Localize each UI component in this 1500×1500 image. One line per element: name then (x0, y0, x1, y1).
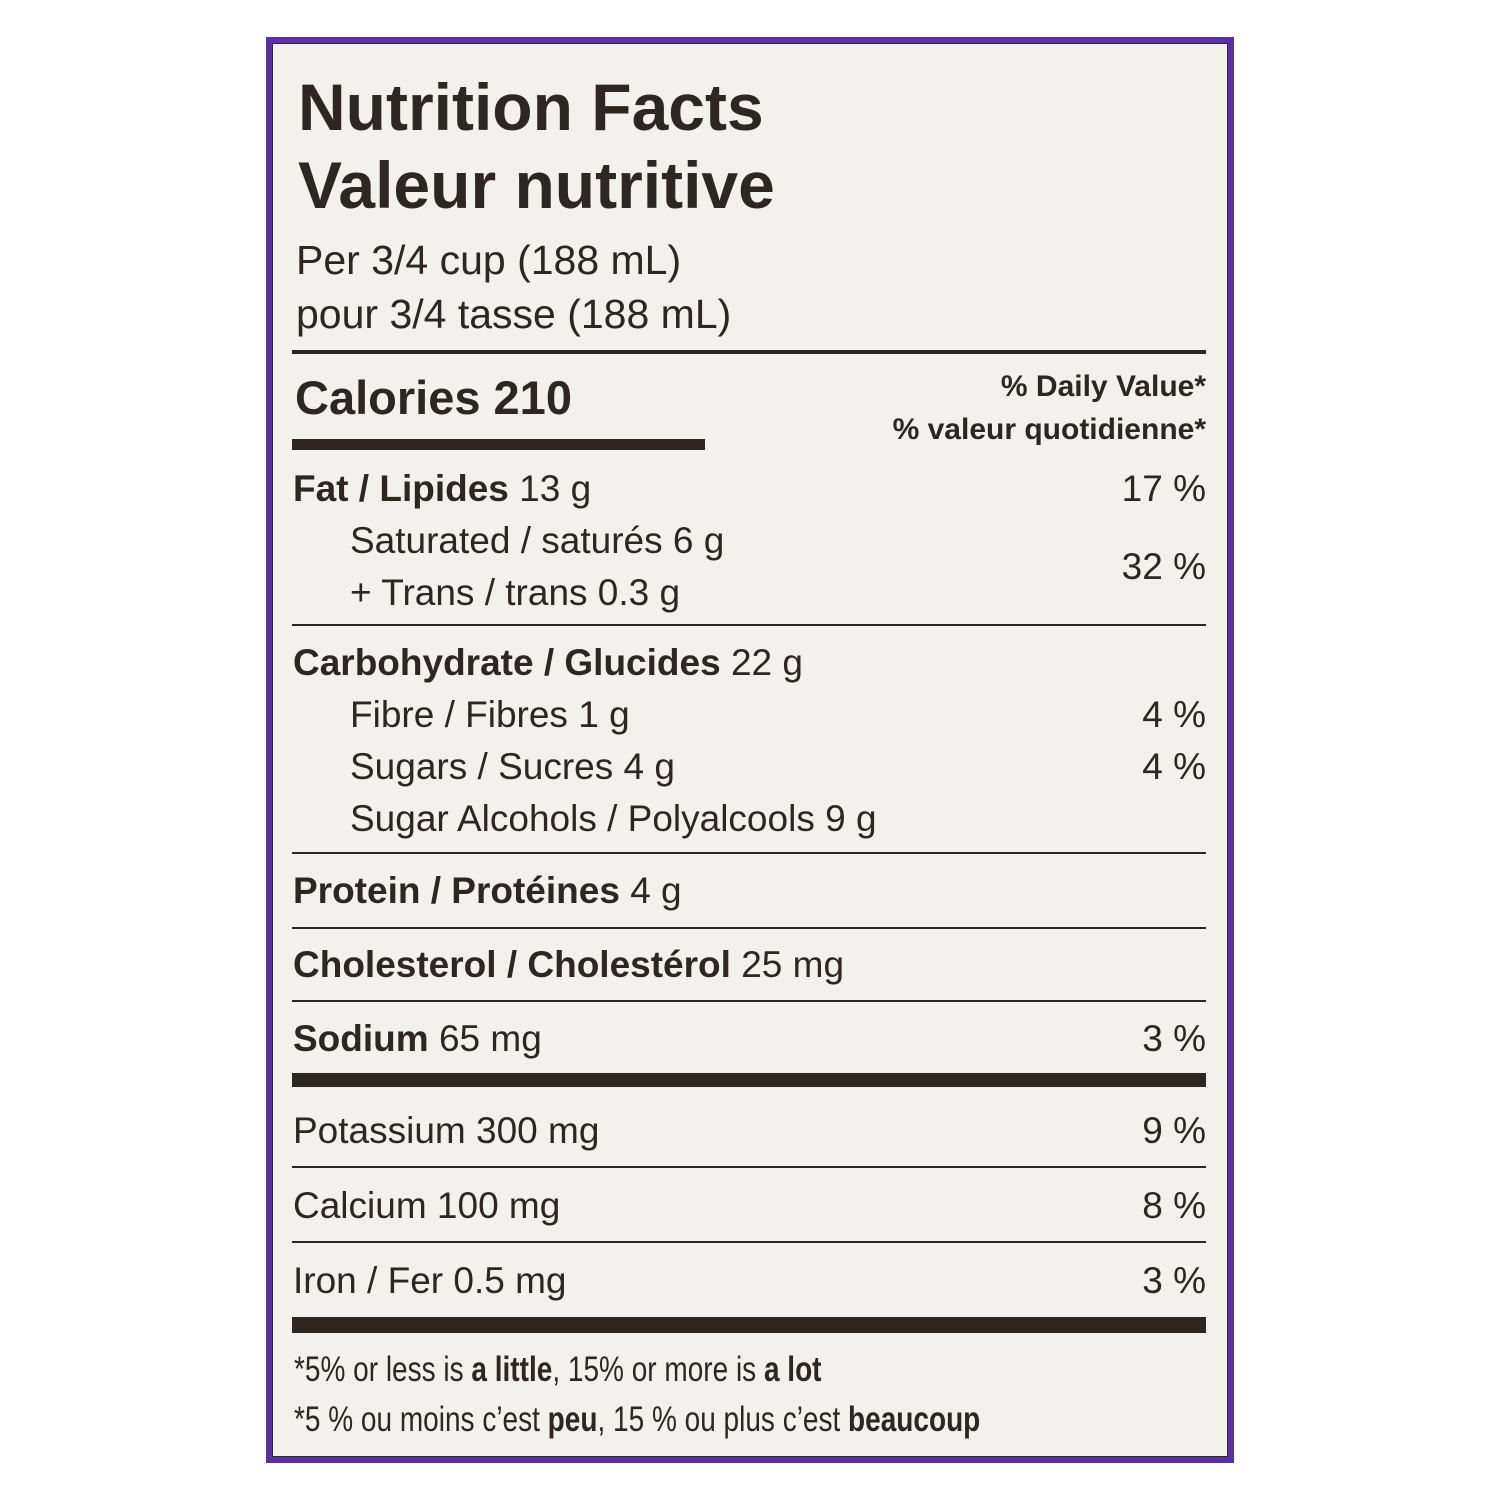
divider (292, 1241, 1206, 1243)
divider (292, 1000, 1206, 1002)
divider (292, 1166, 1206, 1168)
thick-divider (292, 1317, 1206, 1333)
carb-row: Carbohydrate / Glucides 22 g (293, 642, 803, 683)
calcium-row: Calcium 100 mg (293, 1185, 561, 1226)
fibre-dv: 4 % (1142, 694, 1206, 735)
iron-row: Iron / Fer 0.5 mg (293, 1260, 567, 1301)
sugars-row: Sugars / Sucres 4 g (350, 746, 675, 787)
footnote-en: *5% or less is a little, 15% or more is … (294, 1350, 822, 1389)
saturated-row: Saturated / saturés 6 g (350, 520, 725, 561)
divider (292, 350, 1206, 354)
daily-value-fr: % valeur quotidienne* (892, 413, 1206, 446)
sugars-dv: 4 % (1142, 746, 1206, 787)
thick-divider (292, 1073, 1206, 1087)
footnote-fr: *5 % ou moins c’est peu, 15 % ou plus c’… (294, 1400, 981, 1439)
nutrition-label (272, 43, 1228, 1457)
iron-dv: 3 % (1142, 1260, 1206, 1301)
cholesterol-row: Cholesterol / Cholestérol 25 mg (293, 944, 845, 985)
sat-trans-dv: 32 % (1121, 546, 1206, 587)
fat-dv: 17 % (1121, 468, 1206, 509)
calcium-dv: 8 % (1142, 1185, 1206, 1226)
fibre-row: Fibre / Fibres 1 g (350, 694, 630, 735)
serving-fr: pour 3/4 tasse (188 mL) (296, 291, 732, 337)
protein-row: Protein / Protéines 4 g (293, 870, 682, 911)
sodium-row: Sodium 65 mg (293, 1018, 542, 1059)
sugar-alcohols-row: Sugar Alcohols / Polyalcools 9 g (350, 798, 877, 839)
divider (292, 852, 1206, 854)
trans-row: + Trans / trans 0.3 g (350, 572, 681, 613)
title-fr: Valeur nutritive (298, 148, 775, 222)
calories-rule (292, 439, 705, 450)
potassium-row: Potassium 300 mg (293, 1110, 600, 1151)
sodium-dv: 3 % (1142, 1018, 1206, 1059)
divider (292, 927, 1206, 929)
title-en: Nutrition Facts (298, 70, 764, 144)
serving-en: Per 3/4 cup (188 mL) (296, 237, 682, 283)
fat-row: Fat / Lipides 13 g (293, 468, 592, 509)
divider (292, 624, 1206, 626)
daily-value-en: % Daily Value* (1000, 370, 1206, 403)
calories: Calories 210 (295, 371, 572, 424)
potassium-dv: 9 % (1142, 1110, 1206, 1151)
